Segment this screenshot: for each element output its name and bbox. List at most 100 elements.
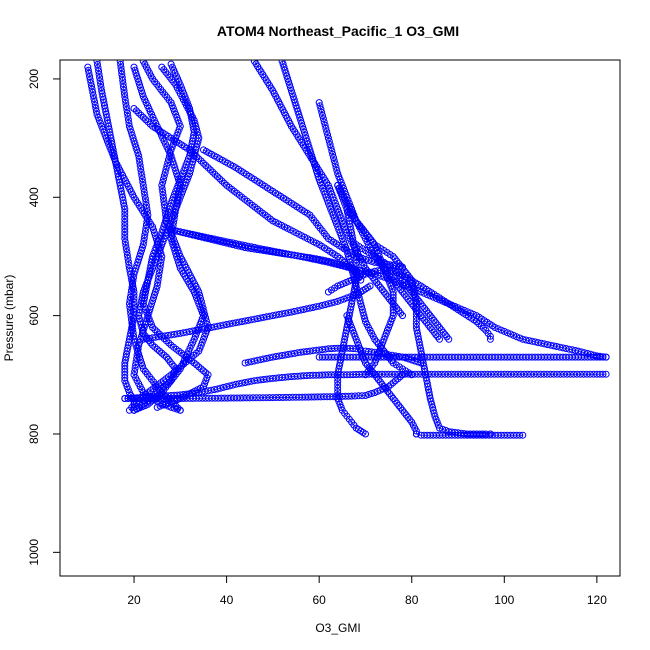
data-point [135, 155, 143, 163]
data-point [411, 370, 419, 378]
data-point [602, 370, 610, 378]
data-point [176, 406, 184, 414]
data-point [169, 400, 177, 408]
data-point [139, 113, 147, 121]
data-point [494, 325, 502, 333]
data-point [154, 250, 162, 257]
data-point [327, 144, 335, 152]
data-point [355, 392, 362, 400]
data-point [153, 282, 161, 290]
data-point [412, 430, 420, 438]
data-point [259, 394, 267, 402]
data-point [122, 99, 130, 107]
data-point [473, 318, 480, 326]
data-point [576, 370, 584, 378]
data-point [199, 304, 207, 312]
data-point [441, 370, 449, 378]
data-point [95, 70, 103, 78]
data-point [127, 313, 135, 321]
data-point [349, 345, 357, 353]
data-point [414, 370, 422, 378]
data-point [194, 297, 202, 305]
data-point [126, 125, 134, 133]
data-point [324, 134, 332, 142]
data-point [279, 394, 287, 401]
data-point [121, 215, 129, 223]
data-point [142, 282, 150, 290]
data-point [195, 155, 203, 163]
data-point [128, 319, 136, 327]
data-point [207, 235, 215, 243]
data-point [136, 158, 144, 166]
data-point [334, 388, 342, 396]
data-point [156, 347, 163, 355]
data-point [139, 326, 146, 334]
data-point [100, 128, 108, 136]
data-point [179, 229, 187, 237]
data-point [477, 322, 485, 330]
data-point [412, 307, 420, 315]
data-point [156, 262, 164, 270]
data-point [168, 214, 176, 222]
data-point [143, 218, 151, 226]
data-point [326, 184, 334, 192]
data-point [395, 402, 403, 410]
data-point [368, 390, 376, 397]
data-point [126, 297, 134, 304]
data-point [337, 296, 345, 304]
data-point [523, 370, 531, 378]
data-point [362, 371, 369, 379]
data-point [124, 258, 132, 266]
data-point [295, 110, 303, 118]
data-point [160, 351, 168, 359]
data-point [333, 166, 341, 174]
data-point [92, 107, 100, 115]
data-point [599, 353, 607, 361]
data-point [389, 312, 397, 320]
data-point [88, 85, 96, 93]
data-point [384, 352, 392, 360]
data-point [362, 359, 369, 367]
data-point [89, 88, 97, 96]
data-point [262, 394, 270, 402]
data-point [223, 239, 231, 247]
data-point [436, 424, 443, 432]
data-point [190, 150, 198, 158]
data-point [117, 64, 125, 72]
data-point [399, 288, 406, 296]
data-point [513, 333, 521, 341]
data-point [430, 316, 438, 324]
data-point [120, 83, 127, 91]
data-point [243, 394, 251, 402]
data-point [137, 111, 145, 119]
data-point [119, 77, 127, 84]
data-point [338, 261, 346, 269]
data-point [387, 381, 395, 389]
data-point [311, 161, 318, 169]
data-point [471, 370, 478, 378]
data-point [130, 406, 138, 414]
data-point [412, 310, 420, 318]
data-point [193, 361, 200, 369]
data-point [318, 108, 326, 116]
data-point [155, 269, 163, 277]
data-point [159, 191, 167, 199]
data-point [155, 272, 163, 280]
data-point [481, 370, 488, 378]
data-point [108, 149, 116, 157]
data-point [323, 128, 331, 136]
data-point [397, 274, 405, 282]
data-point [467, 370, 475, 378]
data-point [95, 67, 103, 75]
data-point [165, 339, 173, 347]
data-point [167, 99, 175, 107]
data-point [216, 175, 224, 183]
data-point [520, 370, 528, 378]
series-0 [93, 60, 138, 414]
data-point [197, 365, 205, 373]
data-point [142, 201, 150, 209]
data-point [93, 60, 101, 65]
data-point [121, 96, 129, 104]
data-point [198, 233, 206, 241]
data-point [408, 288, 416, 296]
